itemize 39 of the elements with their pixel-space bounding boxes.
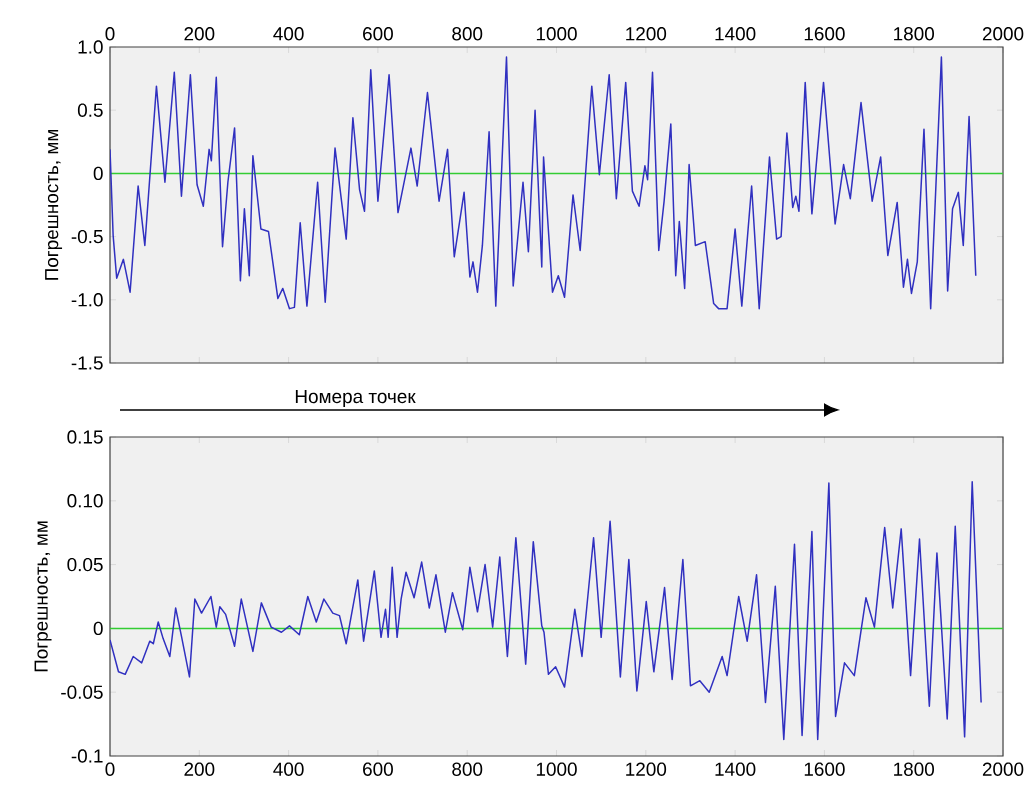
x-tick-label: 0 <box>105 27 115 41</box>
y-axis-title: Погрешность, мм <box>34 521 52 672</box>
x-tick-label: 1000 <box>536 762 577 776</box>
x-tick-label: 1200 <box>626 762 667 776</box>
x-tick-label: 400 <box>273 27 304 41</box>
y-tick-label: -1.5 <box>71 356 103 370</box>
y-axis-title: Погрешность, мм <box>45 129 63 280</box>
y-tick-label: 0.10 <box>67 494 103 508</box>
x-tick-label: 0 <box>105 762 115 776</box>
x-tick-label: 1400 <box>715 27 756 41</box>
x-tick-label: 1800 <box>894 762 935 776</box>
x-tick-label: 2000 <box>982 27 1024 41</box>
x-axis-title: Номера точек <box>295 389 416 407</box>
x-tick-label: 1800 <box>894 27 935 41</box>
y-tick-label: -0.5 <box>71 229 103 244</box>
line-series <box>110 480 982 741</box>
x-tick-label: 1000 <box>536 27 577 41</box>
y-tick-label: -0.1 <box>71 749 103 763</box>
x-tick-label: 1400 <box>715 762 756 776</box>
x-tick-label: 600 <box>363 27 393 41</box>
x-tick-label: 400 <box>273 762 304 776</box>
y-tick-label: 0.05 <box>67 557 103 572</box>
x-tick-label: 800 <box>452 762 483 776</box>
y-tick-label: 0 <box>93 621 103 636</box>
y-tick-label: -1.0 <box>71 293 103 307</box>
y-tick-label: -0.05 <box>61 685 103 699</box>
line-series <box>110 56 977 310</box>
x-tick-label: 600 <box>363 762 393 776</box>
y-tick-label: 0.15 <box>67 430 103 444</box>
x-tick-label: 800 <box>452 27 483 41</box>
x-tick-label: 1600 <box>804 762 845 776</box>
x-tick-label: 200 <box>184 762 215 776</box>
x-tick-label: 1200 <box>626 27 667 41</box>
x-tick-label: 1600 <box>804 27 845 41</box>
y-tick-label: 1.0 <box>78 40 103 54</box>
y-tick-label: 0 <box>93 166 103 181</box>
y-tick-label: 0.5 <box>77 103 103 117</box>
x-tick-label: 2000 <box>982 762 1024 776</box>
x-tick-label: 200 <box>184 27 215 41</box>
